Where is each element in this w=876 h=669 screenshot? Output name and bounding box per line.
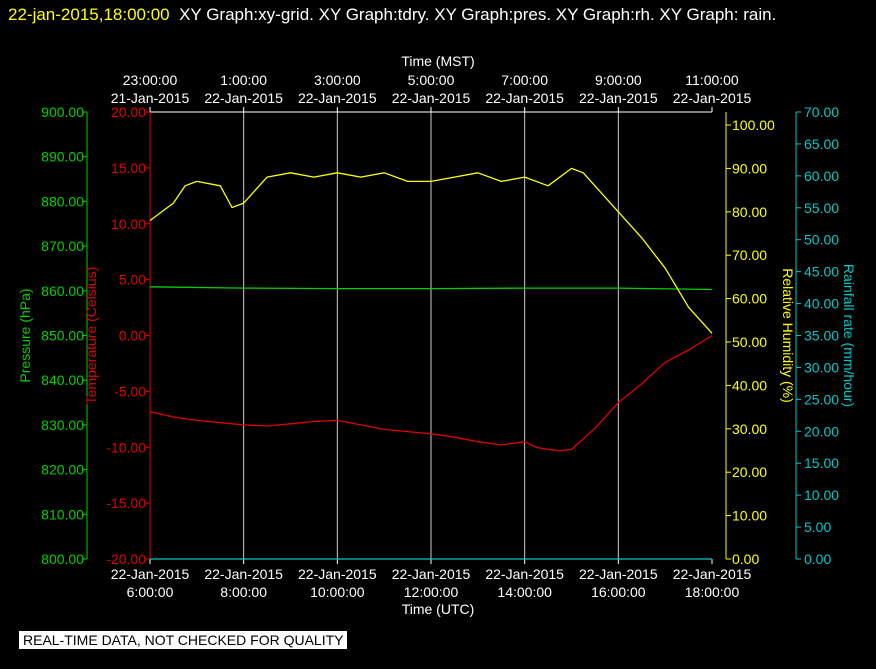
pressure-tick-label: 850.00: [41, 328, 84, 344]
top-tick-date: 22-Jan-2015: [579, 90, 658, 106]
x-tick-date: 22-Jan-2015: [204, 566, 283, 582]
rain-tick-label: 25.00: [804, 391, 839, 407]
pressure-tick-label: 890.00: [41, 149, 84, 165]
humidity-tick-label: 100.00: [732, 117, 775, 133]
rain-tick-label: 50.00: [804, 232, 839, 248]
pressure-tick-label: 820.00: [41, 462, 84, 478]
rain-tick-label: 60.00: [804, 168, 839, 184]
x-tick-date: 22-Jan-2015: [485, 566, 564, 582]
top-tick-time: 11:00:00: [685, 72, 739, 88]
rain-tick-label: 65.00: [804, 136, 839, 152]
top-tick-time: 23:00:00: [123, 72, 178, 88]
rain-tick-label: 45.00: [804, 264, 839, 280]
rh-series-line: [149, 167, 713, 334]
graph-title: 22-jan-2015,18:00:00 XY Graph:xy-grid. X…: [8, 2, 868, 27]
humidity-tick-label: 40.00: [732, 377, 767, 393]
humidity-tick-label: 50.00: [732, 334, 767, 350]
temperature-tick-label: 10.00: [111, 216, 146, 232]
top-tick-date: 22-Jan-2015: [204, 90, 283, 106]
pressure-axis-label: Pressure (hPa): [17, 288, 33, 382]
humidity-tick-label: 90.00: [732, 160, 767, 176]
humidity-tick-label: 70.00: [732, 247, 767, 263]
pressure-tick-label: 830.00: [41, 417, 84, 433]
temperature-tick-label: 5.00: [119, 272, 146, 288]
top-tick-date: 22-Jan-2015: [298, 90, 377, 106]
pres-series-line: [149, 286, 713, 291]
humidity-axis-label: Relative Humidity (%): [780, 268, 796, 403]
rain-tick-label: 35.00: [804, 328, 839, 344]
pressure-tick-label: 900.00: [41, 104, 84, 120]
axis-labels: 22-Jan-2015 6:00:00 22-Jan-2015 8:00:00 22-J…: [17, 53, 857, 617]
title-timestamp: 22-jan-2015,18:00:00: [8, 5, 170, 24]
rain-tick-label: 10.00: [804, 487, 839, 503]
humidity-tick-label: 60.00: [732, 291, 767, 307]
top-tick-time: 5:00:00: [408, 72, 455, 88]
rain-tick-label: 30.00: [804, 359, 839, 375]
humidity-tick-label: 0.00: [732, 551, 759, 567]
humidity-tick-label: 10.00: [732, 508, 767, 524]
top-tick-date: 22-Jan-2015: [673, 90, 752, 106]
temperature-tick-label: -5.00: [114, 383, 146, 399]
x-tick-date: 22-Jan-2015: [298, 566, 377, 582]
temperature-tick-label: 0.00: [119, 328, 146, 344]
x-tick-time: 14:00:00: [497, 584, 552, 600]
pressure-tick-label: 860.00: [41, 283, 84, 299]
rain-tick-label: 20.00: [804, 423, 839, 439]
humidity-tick-label: 80.00: [732, 204, 767, 220]
rain-axis-label: Rainfall rate (mm/hour): [841, 264, 857, 407]
x-tick-time: 12:00:00: [404, 584, 459, 600]
temperature-tick-label: -15.00: [106, 495, 146, 511]
series-lines: [149, 167, 713, 560]
x-tick-date: 22-Jan-2015: [579, 566, 658, 582]
pressure-tick-label: 840.00: [41, 372, 84, 388]
top-tick-time: 3:00:00: [314, 72, 361, 88]
x-tick-date: 22-Jan-2015: [673, 566, 752, 582]
pressure-tick-label: 810.00: [41, 506, 84, 522]
rain-tick-label: 15.00: [804, 455, 839, 471]
top-tick-date: 22-Jan-2015: [485, 90, 564, 106]
tdry-series-line: [149, 334, 713, 452]
x-tick-date: 22-Jan-2015: [392, 566, 471, 582]
x-axis-label-mst: Time (MST): [401, 53, 474, 69]
x-tick-time: 8:00:00: [220, 584, 267, 600]
top-tick-time: 1:00:00: [220, 72, 267, 88]
humidity-tick-label: 20.00: [732, 464, 767, 480]
top-tick-date: 22-Jan-2015: [392, 90, 471, 106]
rain-tick-label: 40.00: [804, 296, 839, 312]
x-tick-time: 6:00:00: [127, 584, 174, 600]
rain-tick-label: 70.00: [804, 104, 839, 120]
x-tick-time: 10:00:00: [310, 584, 365, 600]
temperature-tick-label: 15.00: [111, 160, 146, 176]
x-axis-label-utc: Time (UTC): [402, 601, 475, 617]
temperature-tick-label: -20.00: [106, 551, 146, 567]
temperature-axis-label: Temperature (Celsius): [83, 267, 99, 405]
x-tick-date: 22-Jan-2015: [111, 566, 190, 582]
x-tick-time: 18:00:00: [685, 584, 740, 600]
pressure-tick-label: 880.00: [41, 193, 84, 209]
top-tick-time: 9:00:00: [595, 72, 642, 88]
grid-lines: [243, 112, 619, 559]
pressure-tick-label: 870.00: [41, 238, 84, 254]
rain-tick-label: 55.00: [804, 200, 839, 216]
title-graph-list: XY Graph:xy-grid. XY Graph:tdry. XY Grap…: [179, 5, 777, 24]
rain-tick-label: 5.00: [804, 519, 831, 535]
axes: [82, 107, 801, 564]
rain-tick-label: 0.00: [804, 551, 831, 567]
x-tick-time: 16:00:00: [591, 584, 646, 600]
top-tick-time: 7:00:00: [501, 72, 548, 88]
humidity-tick-label: 30.00: [732, 421, 767, 437]
temperature-tick-label: -10.00: [106, 439, 146, 455]
quality-disclaimer: REAL-TIME DATA, NOT CHECKED FOR QUALITY: [19, 631, 348, 649]
temperature-tick-label: 20.00: [111, 104, 146, 120]
pressure-tick-label: 800.00: [41, 551, 84, 567]
top-tick-date: 21-Jan-2015: [111, 90, 190, 106]
